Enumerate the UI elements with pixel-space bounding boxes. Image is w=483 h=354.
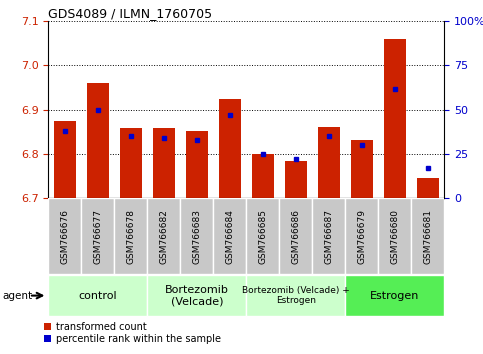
Bar [48, 275, 147, 316]
Bar [417, 178, 439, 198]
Bar [81, 198, 114, 274]
Bar [318, 127, 340, 198]
Text: control: control [79, 291, 117, 301]
Text: agent: agent [2, 291, 32, 301]
Bar [48, 198, 81, 274]
Bar [351, 140, 372, 198]
Text: GSM766680: GSM766680 [390, 209, 399, 264]
Legend: transformed count, percentile rank within the sample: transformed count, percentile rank withi… [43, 322, 221, 344]
Text: GDS4089 / ILMN_1760705: GDS4089 / ILMN_1760705 [48, 7, 213, 20]
Text: Bortezomib (Velcade) +
Estrogen: Bortezomib (Velcade) + Estrogen [242, 286, 350, 305]
Bar [412, 198, 444, 274]
Bar [378, 198, 412, 274]
Text: GSM766681: GSM766681 [424, 209, 432, 264]
Bar [345, 275, 444, 316]
Bar [213, 198, 246, 274]
Bar [153, 129, 174, 198]
Bar [345, 198, 378, 274]
Bar [147, 198, 180, 274]
Bar [384, 39, 406, 198]
Bar [147, 275, 246, 316]
Bar [252, 154, 273, 198]
Bar [279, 198, 313, 274]
Bar [120, 129, 142, 198]
Bar [186, 131, 208, 198]
Text: GSM766686: GSM766686 [291, 209, 300, 264]
Bar [180, 198, 213, 274]
Text: GSM766676: GSM766676 [60, 209, 69, 264]
Text: GSM766677: GSM766677 [93, 209, 102, 264]
Bar [285, 161, 307, 198]
Text: GSM766682: GSM766682 [159, 209, 168, 264]
Text: GSM766678: GSM766678 [127, 209, 135, 264]
Bar [54, 121, 75, 198]
Bar [313, 198, 345, 274]
Bar [87, 83, 109, 198]
Text: GSM766679: GSM766679 [357, 209, 366, 264]
Text: GSM766683: GSM766683 [192, 209, 201, 264]
Text: GSM766687: GSM766687 [325, 209, 333, 264]
Bar [114, 198, 147, 274]
Text: Estrogen: Estrogen [370, 291, 420, 301]
Text: Bortezomib
(Velcade): Bortezomib (Velcade) [165, 285, 229, 307]
Bar [246, 198, 279, 274]
Bar [246, 275, 345, 316]
Bar [219, 99, 241, 198]
Text: GSM766685: GSM766685 [258, 209, 267, 264]
Text: GSM766684: GSM766684 [226, 209, 234, 264]
